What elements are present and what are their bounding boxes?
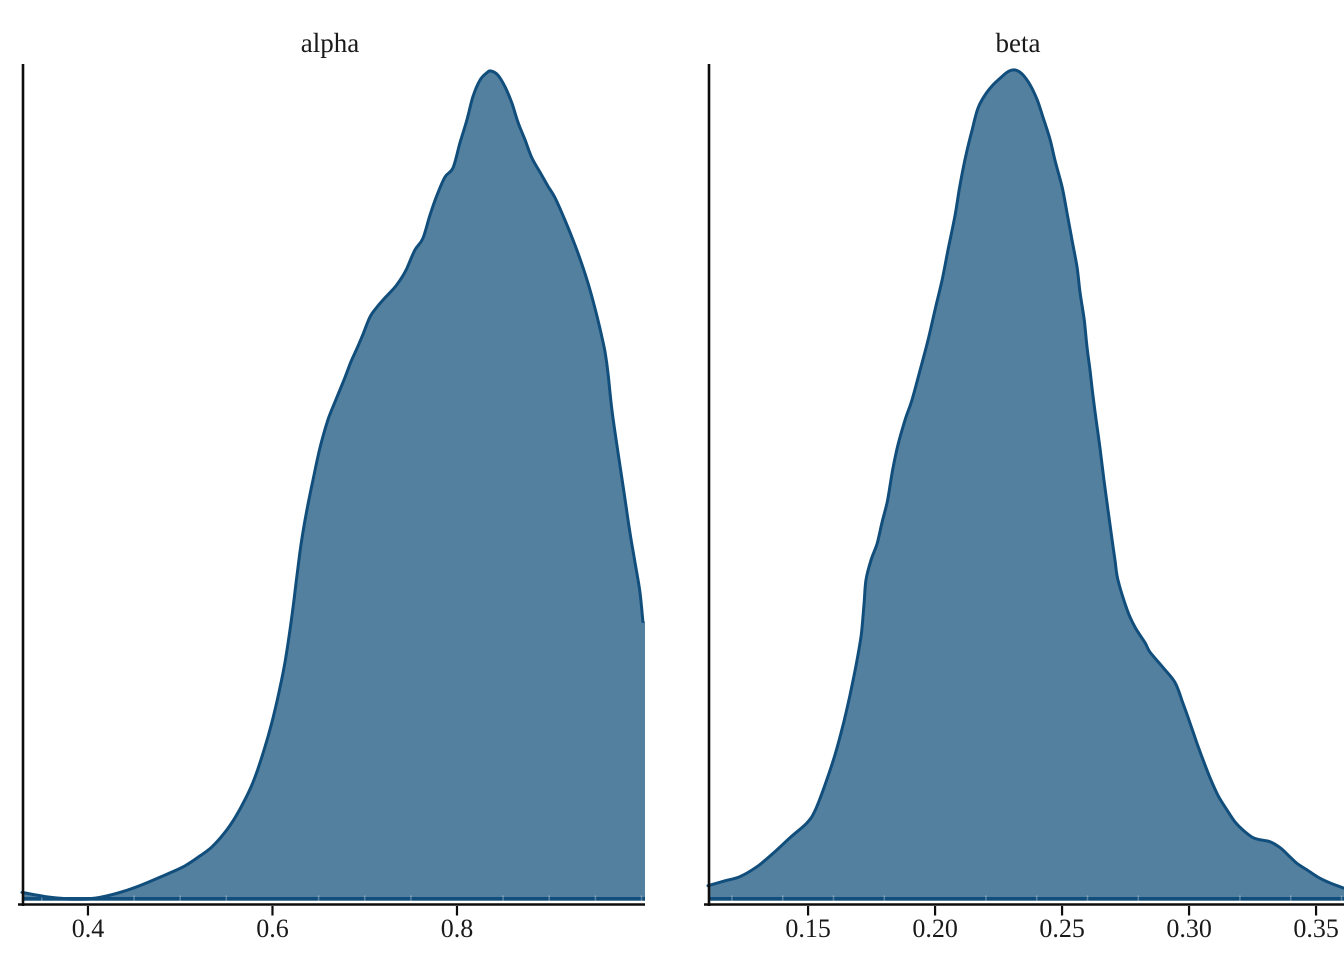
x-tick-label: 0.15 — [785, 914, 831, 943]
density-panel-beta: 0.15 0.20 0.25 0.30 0.35 beta — [704, 28, 1344, 943]
x-minor-tick — [1289, 895, 1292, 901]
x-minor-tick — [1239, 895, 1241, 901]
x-tick-label: 0.25 — [1039, 914, 1085, 943]
panel-title: beta — [996, 28, 1041, 58]
x-minor-tick — [502, 895, 504, 901]
x-minor-tick — [985, 895, 987, 901]
x-minor-tick — [225, 895, 228, 901]
x-minor-tick — [41, 895, 43, 901]
density-curve — [20, 69, 645, 901]
x-minor-tick — [883, 895, 886, 901]
density-fill — [22, 70, 645, 902]
x-minor-tick — [1086, 895, 1089, 901]
x-tick-label: 0.4 — [72, 914, 105, 943]
x-minor-tick — [363, 895, 366, 901]
x-minor-tick — [179, 895, 181, 901]
x-minor-tick — [548, 895, 550, 901]
x-minor-tick — [731, 895, 733, 901]
x-minor-tick — [1340, 895, 1343, 901]
x-tick-label: 0.8 — [441, 914, 474, 943]
density-fill — [708, 69, 1344, 902]
x-tick-label: 0.6 — [256, 914, 289, 943]
x-minor-tick — [832, 895, 835, 901]
density-panel-alpha: 0.4 0.6 0.8 alpha — [18, 28, 645, 943]
panel-title: alpha — [301, 28, 359, 58]
x-tick-label: 0.35 — [1293, 914, 1339, 943]
x-tick-label: 0.30 — [1166, 914, 1212, 943]
x-minor-tick — [410, 895, 412, 901]
x-minor-tick — [640, 895, 643, 901]
x-minor-tick — [1035, 895, 1038, 901]
x-minor-tick — [781, 895, 784, 901]
x-minor-tick — [594, 895, 597, 901]
x-tick-label: 0.20 — [912, 914, 958, 943]
x-minor-tick — [1137, 895, 1140, 901]
x-minor-tick — [133, 895, 135, 901]
x-minor-tick — [317, 895, 320, 901]
density-curve — [706, 68, 1344, 890]
